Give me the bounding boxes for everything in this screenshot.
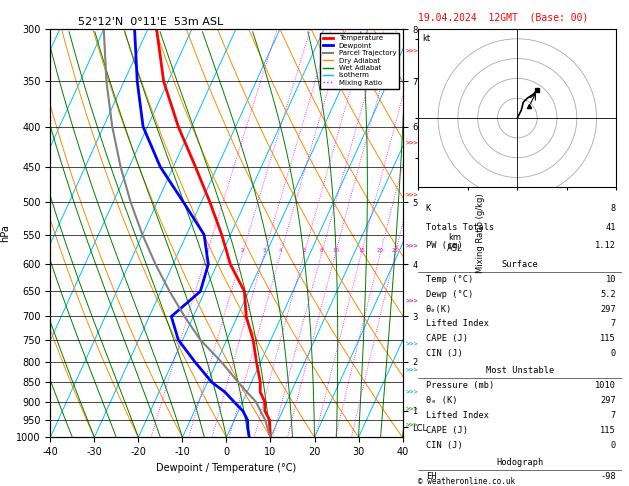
Text: 8: 8 [611,204,616,213]
Text: Lifted Index: Lifted Index [426,411,489,420]
Text: 4: 4 [279,248,282,253]
Legend: Temperature, Dewpoint, Parcel Trajectory, Dry Adiabat, Wet Adiabat, Isotherm, Mi: Temperature, Dewpoint, Parcel Trajectory… [320,33,399,88]
Y-axis label: hPa: hPa [1,225,11,242]
Text: θₑ(K): θₑ(K) [426,305,452,313]
Text: Totals Totals: Totals Totals [426,223,494,232]
Text: K: K [426,204,431,213]
Text: 297: 297 [600,396,616,405]
Text: CAPE (J): CAPE (J) [426,334,468,343]
Text: 5.2: 5.2 [600,290,616,299]
Text: >>>: >>> [406,406,418,412]
Text: 115: 115 [600,334,616,343]
Text: 0: 0 [611,441,616,450]
Text: 1010: 1010 [595,381,616,390]
Text: 7: 7 [611,411,616,420]
Text: 7: 7 [611,319,616,329]
Text: CIN (J): CIN (J) [426,441,462,450]
Text: 25: 25 [392,248,399,253]
Text: CAPE (J): CAPE (J) [426,426,468,435]
X-axis label: Dewpoint / Temperature (°C): Dewpoint / Temperature (°C) [157,463,296,473]
Text: 2: 2 [241,248,245,253]
Text: 8: 8 [320,248,323,253]
Text: >>>: >>> [406,140,418,146]
Text: 1: 1 [206,248,209,253]
Text: 20: 20 [377,248,384,253]
Text: Temp (°C): Temp (°C) [426,275,473,284]
Text: 6: 6 [303,248,306,253]
Text: >>>: >>> [406,298,418,305]
Text: Pressure (mb): Pressure (mb) [426,381,494,390]
Text: >>>: >>> [406,389,418,395]
Text: Lifted Index: Lifted Index [426,319,489,329]
Text: EH: EH [426,472,437,482]
Text: Most Unstable: Most Unstable [486,366,554,375]
Text: 1.12: 1.12 [595,242,616,250]
Text: 15: 15 [358,248,365,253]
Text: Dewp (°C): Dewp (°C) [426,290,473,299]
Y-axis label: km
ASL: km ASL [447,233,463,253]
Text: 3: 3 [263,248,267,253]
Text: θₑ (K): θₑ (K) [426,396,457,405]
Text: 52°12'N  0°11'E  53m ASL: 52°12'N 0°11'E 53m ASL [79,17,224,27]
Text: 115: 115 [600,426,616,435]
Text: >>>: >>> [406,341,418,347]
Text: 297: 297 [600,305,616,313]
Text: Surface: Surface [501,260,538,269]
Text: >>>: >>> [406,244,418,250]
Text: >>>: >>> [406,367,418,373]
Text: PW (cm): PW (cm) [426,242,462,250]
Text: Mixing Ratio (g/kg): Mixing Ratio (g/kg) [476,193,484,273]
Text: 19.04.2024  12GMT  (Base: 00): 19.04.2024 12GMT (Base: 00) [418,12,589,22]
Text: 10: 10 [332,248,339,253]
Text: -98: -98 [600,472,616,482]
Text: © weatheronline.co.uk: © weatheronline.co.uk [418,476,515,486]
Text: >>>: >>> [406,192,418,198]
Text: CIN (J): CIN (J) [426,349,462,358]
Text: 10: 10 [606,275,616,284]
Text: >>>: >>> [406,422,418,428]
Text: 41: 41 [606,223,616,232]
Text: Hodograph: Hodograph [496,458,543,467]
Text: >>>: >>> [406,48,418,54]
Text: kt: kt [422,34,430,43]
Text: 0: 0 [611,349,616,358]
